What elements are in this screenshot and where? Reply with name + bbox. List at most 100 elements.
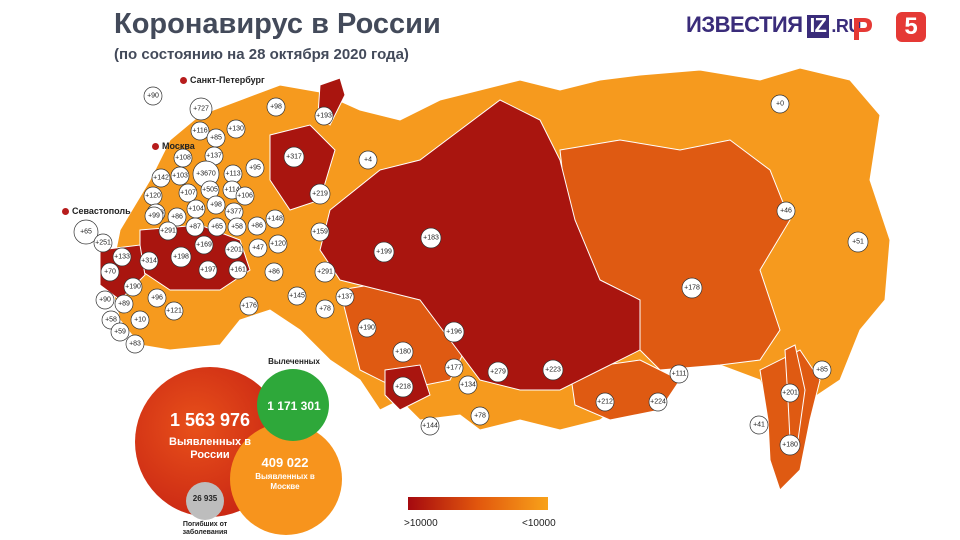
region-marker-label: +116 — [192, 128, 207, 135]
region-marker: +279 — [487, 361, 509, 383]
region-marker: +95 — [245, 158, 265, 178]
region-marker-circle — [268, 234, 288, 254]
region-marker: +120 — [143, 186, 163, 206]
region-marker-label: +86 — [251, 223, 263, 230]
region-marker-label: +103 — [172, 173, 188, 180]
region-marker: +89 — [114, 294, 134, 314]
region-marker-circle — [309, 183, 331, 205]
region-marker-circle — [207, 217, 227, 237]
region-marker: +106 — [235, 186, 255, 206]
region-marker: +190 — [357, 318, 377, 338]
region-marker-label: +58 — [105, 317, 117, 324]
region-marker-circle — [595, 392, 615, 412]
region-marker: +99 — [144, 206, 164, 226]
region-marker-label: +137 — [206, 153, 222, 160]
region-marker-circle — [198, 260, 218, 280]
region-marker-circle — [178, 183, 198, 203]
region-marker-label: +377 — [226, 209, 242, 216]
city-dot-icon — [62, 208, 69, 215]
region-marker-circle — [444, 358, 464, 378]
region-marker-circle — [310, 222, 330, 242]
region-marker: +113 — [223, 164, 243, 184]
region-marker-label: +505 — [202, 187, 218, 194]
region-marker-label: +86 — [171, 214, 183, 221]
region-marker-label: +317 — [286, 154, 302, 161]
region-marker-label: +120 — [270, 241, 286, 248]
region-marker: +120 — [268, 234, 288, 254]
region-marker-circle — [170, 166, 190, 186]
region-marker: +133 — [112, 247, 132, 267]
region-marker: +90 — [143, 86, 163, 106]
region-marker-circle — [247, 216, 267, 236]
region-marker-circle — [228, 260, 248, 280]
region-marker-circle — [420, 416, 440, 436]
region-marker-label: +190 — [359, 325, 375, 332]
region-marker: +180 — [779, 434, 801, 456]
page-title: Коронавирус в России — [114, 8, 441, 40]
region-marker: +180 — [392, 341, 414, 363]
region-marker-label: +51 — [852, 239, 864, 246]
city-label-spb: Санкт-Петербург — [180, 75, 265, 85]
region-marker-label: +137 — [337, 294, 353, 301]
region-marker-circle — [144, 206, 164, 226]
city-name: Севастополь — [72, 206, 131, 216]
region-marker-circle — [143, 86, 163, 106]
region-marker: +41 — [749, 415, 769, 435]
moscow-cases-value: 409 022 — [261, 455, 309, 470]
region-marker-circle — [287, 286, 307, 306]
region-marker: +10 — [130, 310, 150, 330]
region-marker: +190 — [123, 277, 143, 297]
region-marker-circle — [392, 376, 414, 398]
region-marker: +47 — [248, 238, 268, 258]
region-marker-label: +130 — [228, 126, 244, 133]
region-marker: +197 — [198, 260, 218, 280]
izvestia-logo-text: ИЗВЕСТИЯ — [686, 12, 803, 37]
region-marker-label: +314 — [141, 258, 157, 265]
region-marker-label: +107 — [180, 190, 196, 197]
city-label-moscow: Москва — [152, 141, 195, 151]
region-marker-label: +142 — [153, 175, 169, 182]
region-marker-circle — [235, 186, 255, 206]
region-marker: +121 — [164, 301, 184, 321]
region-marker-circle — [185, 217, 205, 237]
region-marker-label: +90 — [147, 93, 159, 100]
region-marker-label: +148 — [267, 216, 283, 223]
region-marker: +86 — [167, 207, 187, 227]
region-marker-label: +0 — [776, 101, 784, 108]
iz-logo-box: IZ — [806, 15, 830, 38]
region-marker: +98 — [266, 97, 286, 117]
region-marker-circle — [206, 195, 226, 215]
region-marker-label: +113 — [225, 171, 240, 178]
region-marker: +159 — [310, 222, 330, 242]
region-marker-label: +99 — [148, 213, 160, 220]
region-marker: +107 — [178, 183, 198, 203]
region-marker-label: +106 — [237, 193, 253, 200]
region-marker-label: +65 — [211, 224, 223, 231]
region-marker-circle — [95, 290, 115, 310]
region-marker-label: +727 — [193, 106, 209, 113]
region-marker-label: +199 — [376, 249, 392, 256]
region-marker-circle — [73, 219, 99, 245]
region-marker-label: +291 — [317, 269, 333, 276]
region-marker-label: +86 — [268, 269, 280, 276]
region-marker-circle — [314, 261, 336, 283]
region-marker-circle — [112, 247, 132, 267]
region-marker-label: +83 — [129, 341, 141, 348]
deaths-bubble — [186, 482, 224, 520]
region-marker-label: +47 — [252, 245, 264, 252]
region-marker: +78 — [470, 406, 490, 426]
region-marker-label: +41 — [753, 422, 765, 429]
region-marker-circle — [669, 364, 689, 384]
region-marker: +169 — [194, 235, 214, 255]
region-marker-label: +65 — [80, 229, 92, 236]
city-name: Москва — [162, 141, 195, 151]
region-marker-circle — [227, 217, 247, 237]
recovered-value: 1 171 301 — [267, 399, 321, 413]
region-marker-label: +161 — [230, 267, 246, 274]
region-marker-label: +3670 — [196, 171, 216, 178]
region-marker: +103 — [170, 166, 190, 186]
region-marker: +196 — [443, 321, 465, 343]
region-marker-label: +144 — [422, 423, 438, 430]
region-marker-label: +251 — [95, 240, 111, 247]
region-marker-label: +224 — [650, 399, 666, 406]
